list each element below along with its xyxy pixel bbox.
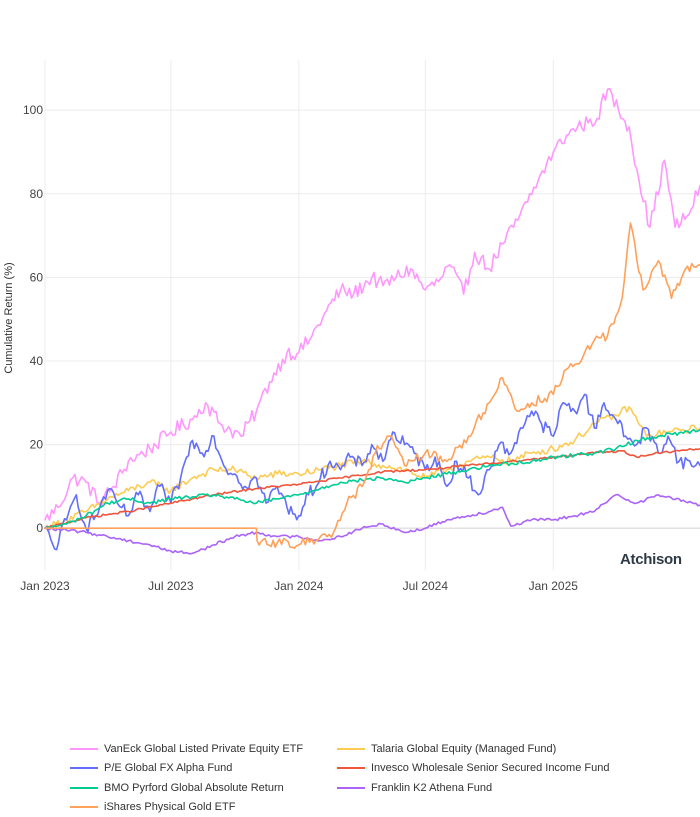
legend-row: BMO Pyrford Global Absolute Return Frankl… (70, 778, 700, 798)
y-tick-label: 80 (30, 187, 44, 201)
series-line-1 (45, 407, 700, 531)
legend-swatch (70, 806, 98, 808)
legend-label: iShares Physical Gold ETF (104, 801, 235, 813)
legend-item[interactable]: Invesco Wholesale Senior Secured Income … (337, 762, 609, 774)
series-lines (45, 89, 700, 554)
x-tick-labels: Jan 2023 Jul 2023 Jan 2024 Jul 2024 Jan 2025 (20, 579, 578, 593)
x-tick-label: Jul 2024 (403, 579, 449, 593)
x-tick-label: Jan 2025 (529, 579, 579, 593)
legend-item[interactable]: BMO Pyrford Global Absolute Return (70, 782, 337, 794)
y-tick-label: 40 (30, 354, 44, 368)
legend-swatch (70, 787, 98, 789)
y-tick-labels: 0 20 40 60 80 100 (23, 103, 43, 535)
x-tick-label: Jan 2023 (20, 579, 70, 593)
legend-item[interactable]: VanEck Global Listed Private Equity ETF (70, 743, 337, 755)
legend-item[interactable]: Franklin K2 Athena Fund (337, 782, 492, 794)
legend-label: Talaria Global Equity (Managed Fund) (371, 743, 556, 755)
y-tick-label: 100 (23, 103, 43, 117)
legend-swatch (70, 767, 98, 769)
x-tick-label: Jan 2024 (274, 579, 324, 593)
legend-swatch (337, 748, 365, 750)
y-tick-label: 20 (30, 438, 44, 452)
legend-row: iShares Physical Gold ETF (70, 798, 700, 817)
y-tick-label: 60 (30, 270, 44, 284)
legend-label: Invesco Wholesale Senior Secured Income … (371, 762, 609, 774)
legend-swatch (70, 748, 98, 750)
series-line-0 (45, 89, 700, 520)
legend-label: P/E Global FX Alpha Fund (104, 762, 232, 774)
legend-swatch (337, 787, 365, 789)
legend-item[interactable]: iShares Physical Gold ETF (70, 801, 337, 813)
legend-label: VanEck Global Listed Private Equity ETF (104, 743, 303, 755)
chart-svg: 0 20 40 60 80 100 Jan 2023 Jul 2023 Jan 2024 Jul… (0, 0, 700, 800)
gridlines (45, 60, 700, 570)
y-tick-label: 0 (36, 521, 43, 535)
legend-row: P/E Global FX Alpha Fund Invesco Wholesal… (70, 759, 700, 779)
legend-label: Franklin K2 Athena Fund (371, 782, 492, 794)
legend: VanEck Global Listed Private Equity ETF T… (70, 739, 700, 817)
legend-swatch (337, 767, 365, 769)
legend-item[interactable]: Talaria Global Equity (Managed Fund) (337, 743, 556, 755)
legend-item[interactable]: P/E Global FX Alpha Fund (70, 762, 337, 774)
y-axis-label: Cumulative Return (%) (3, 262, 15, 373)
legend-label: BMO Pyrford Global Absolute Return (104, 782, 284, 794)
watermark-logo: Atchison (620, 551, 682, 568)
x-tick-label: Jul 2023 (148, 579, 194, 593)
legend-row: VanEck Global Listed Private Equity ETF T… (70, 739, 700, 759)
